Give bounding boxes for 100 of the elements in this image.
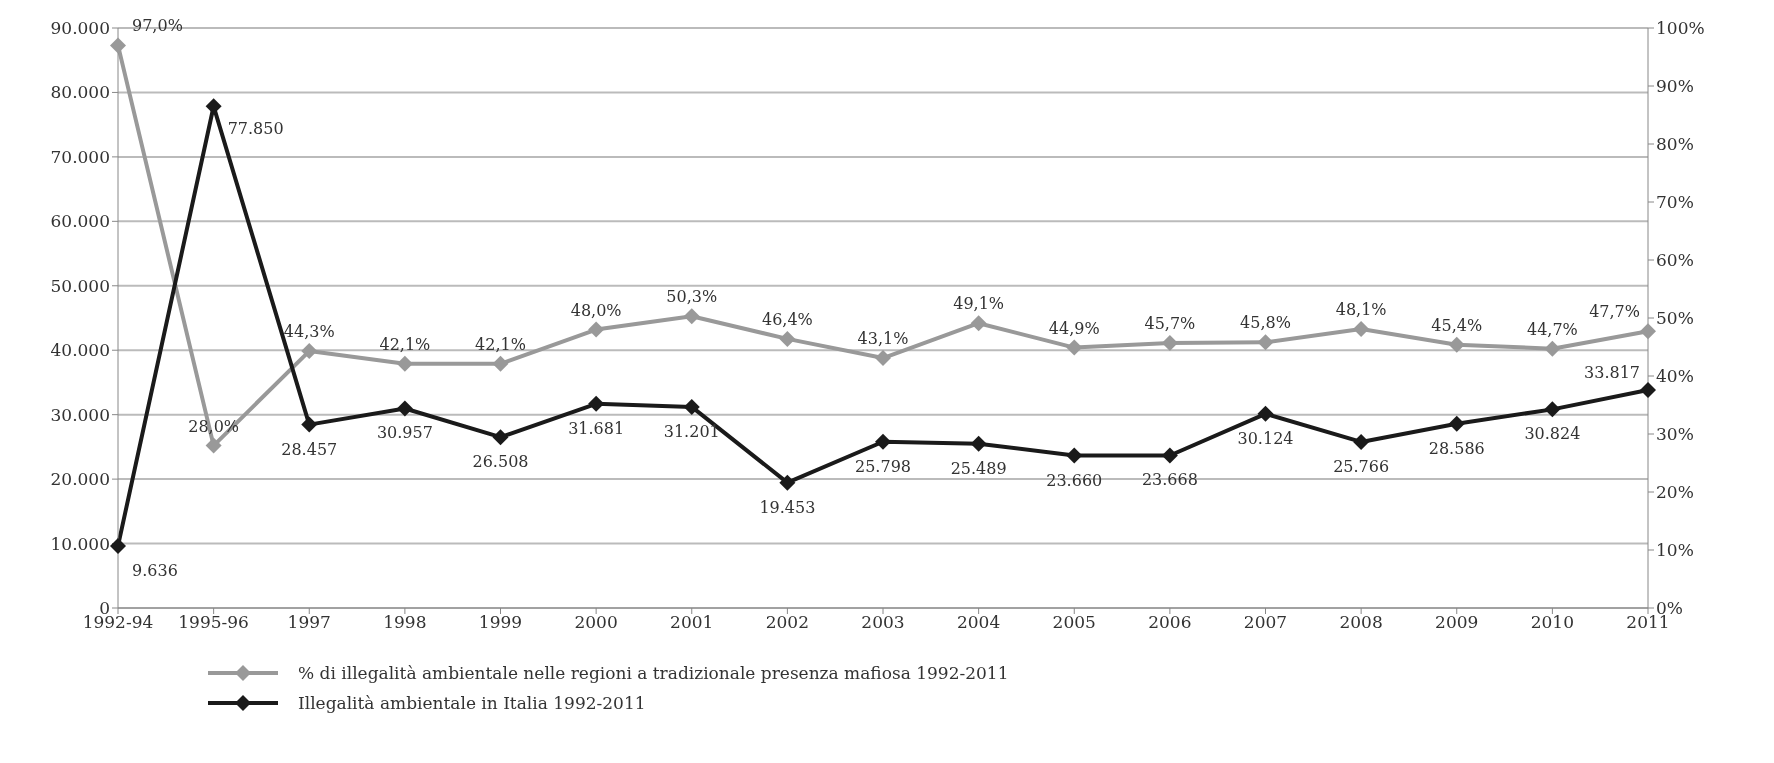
point xyxy=(1544,340,1561,357)
point xyxy=(492,355,509,372)
data-label: 97,0% xyxy=(132,16,183,36)
data-label: 48,0% xyxy=(570,300,622,320)
y-tick-label: 10.000 xyxy=(50,533,110,554)
x-tick-label: 2006 xyxy=(1148,612,1192,633)
data-label: 44,3% xyxy=(283,322,335,342)
legend-label: % di illegalità ambientale nelle regioni a tradizionale presenza mafiosa 1992-2011 xyxy=(298,663,1009,683)
y2-tick-label: 50% xyxy=(1656,308,1694,329)
point xyxy=(1353,433,1370,450)
x-tick-label: 2005 xyxy=(1052,612,1096,633)
x-tick-label: 2009 xyxy=(1435,612,1479,633)
data-label: 48,1% xyxy=(1335,300,1387,320)
data-label: 28.586 xyxy=(1428,438,1485,458)
y-tick-label: 50.000 xyxy=(50,275,110,296)
point xyxy=(970,435,987,452)
data-label: 46,4% xyxy=(761,309,813,329)
x-tick-label: 1999 xyxy=(478,612,523,633)
point xyxy=(1161,334,1178,351)
data-label: 9.636 xyxy=(132,560,178,580)
data-label: 31.681 xyxy=(568,418,625,438)
point xyxy=(1066,339,1083,356)
point xyxy=(1448,415,1465,432)
data-label: 30.957 xyxy=(376,423,433,443)
point xyxy=(1066,447,1083,464)
point xyxy=(396,355,413,372)
data-label: 42,1% xyxy=(475,334,526,354)
x-tick-label: 2007 xyxy=(1243,612,1288,633)
point xyxy=(1544,401,1561,418)
y-tick-label: 90.000 xyxy=(50,18,110,39)
data-label: 42,1% xyxy=(379,334,431,354)
point xyxy=(779,474,796,491)
y-tick-label: 70.000 xyxy=(50,146,110,167)
y-tick-label: 80.000 xyxy=(50,82,110,103)
x-tick-label: 2004 xyxy=(956,612,1001,633)
y2-tick-label: 80% xyxy=(1656,134,1694,155)
point xyxy=(588,395,605,412)
data-label: 33.817 xyxy=(1584,363,1640,383)
point xyxy=(492,429,509,446)
data-label: 45,7% xyxy=(1144,313,1196,333)
y-tick-label: 60.000 xyxy=(50,211,110,232)
y-tick-label: 40.000 xyxy=(50,340,110,361)
data-label: 26.508 xyxy=(472,452,529,472)
x-tick-label: 2010 xyxy=(1530,612,1575,633)
x-tick-label: 2003 xyxy=(861,612,905,633)
data-label: 44,7% xyxy=(1526,319,1578,339)
data-label: 45,8% xyxy=(1240,313,1291,333)
point xyxy=(110,537,126,554)
point xyxy=(1161,447,1178,464)
data-label: 30.124 xyxy=(1237,428,1294,448)
point xyxy=(1640,382,1656,399)
point xyxy=(875,350,891,367)
data-label: 45,4% xyxy=(1431,315,1483,335)
data-label: 77.850 xyxy=(227,119,284,139)
point xyxy=(110,37,126,54)
point xyxy=(1257,405,1274,422)
data-label: 23.668 xyxy=(1141,470,1198,490)
x-tick-label: 1997 xyxy=(287,612,331,633)
data-label: 25.489 xyxy=(950,458,1007,478)
point xyxy=(875,433,891,450)
y2-tick-label: 70% xyxy=(1656,192,1694,213)
point xyxy=(205,437,222,454)
point xyxy=(301,416,318,433)
x-tick-label: 2002 xyxy=(765,612,810,633)
y-tick-label: 20.000 xyxy=(50,469,110,490)
data-label: 50,3% xyxy=(666,287,718,307)
point xyxy=(683,398,700,415)
data-label: 23.660 xyxy=(1046,470,1103,490)
point xyxy=(1448,336,1465,353)
point xyxy=(396,400,413,417)
y-tick-label: 30.000 xyxy=(50,404,110,425)
x-tick-label: 2008 xyxy=(1339,612,1383,633)
data-label: 30.824 xyxy=(1524,424,1581,444)
x-tick-label: 2000 xyxy=(574,612,618,633)
data-label: 44,9% xyxy=(1048,318,1100,338)
y2-tick-label: 30% xyxy=(1656,424,1694,445)
point xyxy=(1640,323,1656,340)
point xyxy=(588,321,605,338)
data-label: 49,1% xyxy=(953,294,1005,314)
data-label: 25.766 xyxy=(1333,456,1390,476)
data-label: 19.453 xyxy=(759,497,816,517)
point xyxy=(970,315,987,332)
data-label: 28,0% xyxy=(188,416,240,436)
y2-tick-label: 60% xyxy=(1656,250,1694,271)
x-tick-label: 1998 xyxy=(383,612,427,633)
y2-tick-label: 10% xyxy=(1656,540,1694,561)
point xyxy=(779,330,796,347)
data-label: 31.201 xyxy=(663,421,720,441)
legend-label: Illegalità ambientale in Italia 1992-2011 xyxy=(298,693,646,713)
data-label: 25.798 xyxy=(855,456,911,476)
y2-tick-label: 100% xyxy=(1656,18,1705,39)
data-label: 43,1% xyxy=(857,329,909,349)
point xyxy=(683,308,700,325)
x-tick-label: 2001 xyxy=(670,612,714,633)
y2-tick-label: 40% xyxy=(1656,366,1694,387)
x-tick-label: 1995-96 xyxy=(178,612,249,633)
y2-tick-label: 90% xyxy=(1656,76,1694,97)
point xyxy=(301,343,318,360)
data-label: 28.457 xyxy=(281,439,338,459)
point xyxy=(1353,321,1370,338)
